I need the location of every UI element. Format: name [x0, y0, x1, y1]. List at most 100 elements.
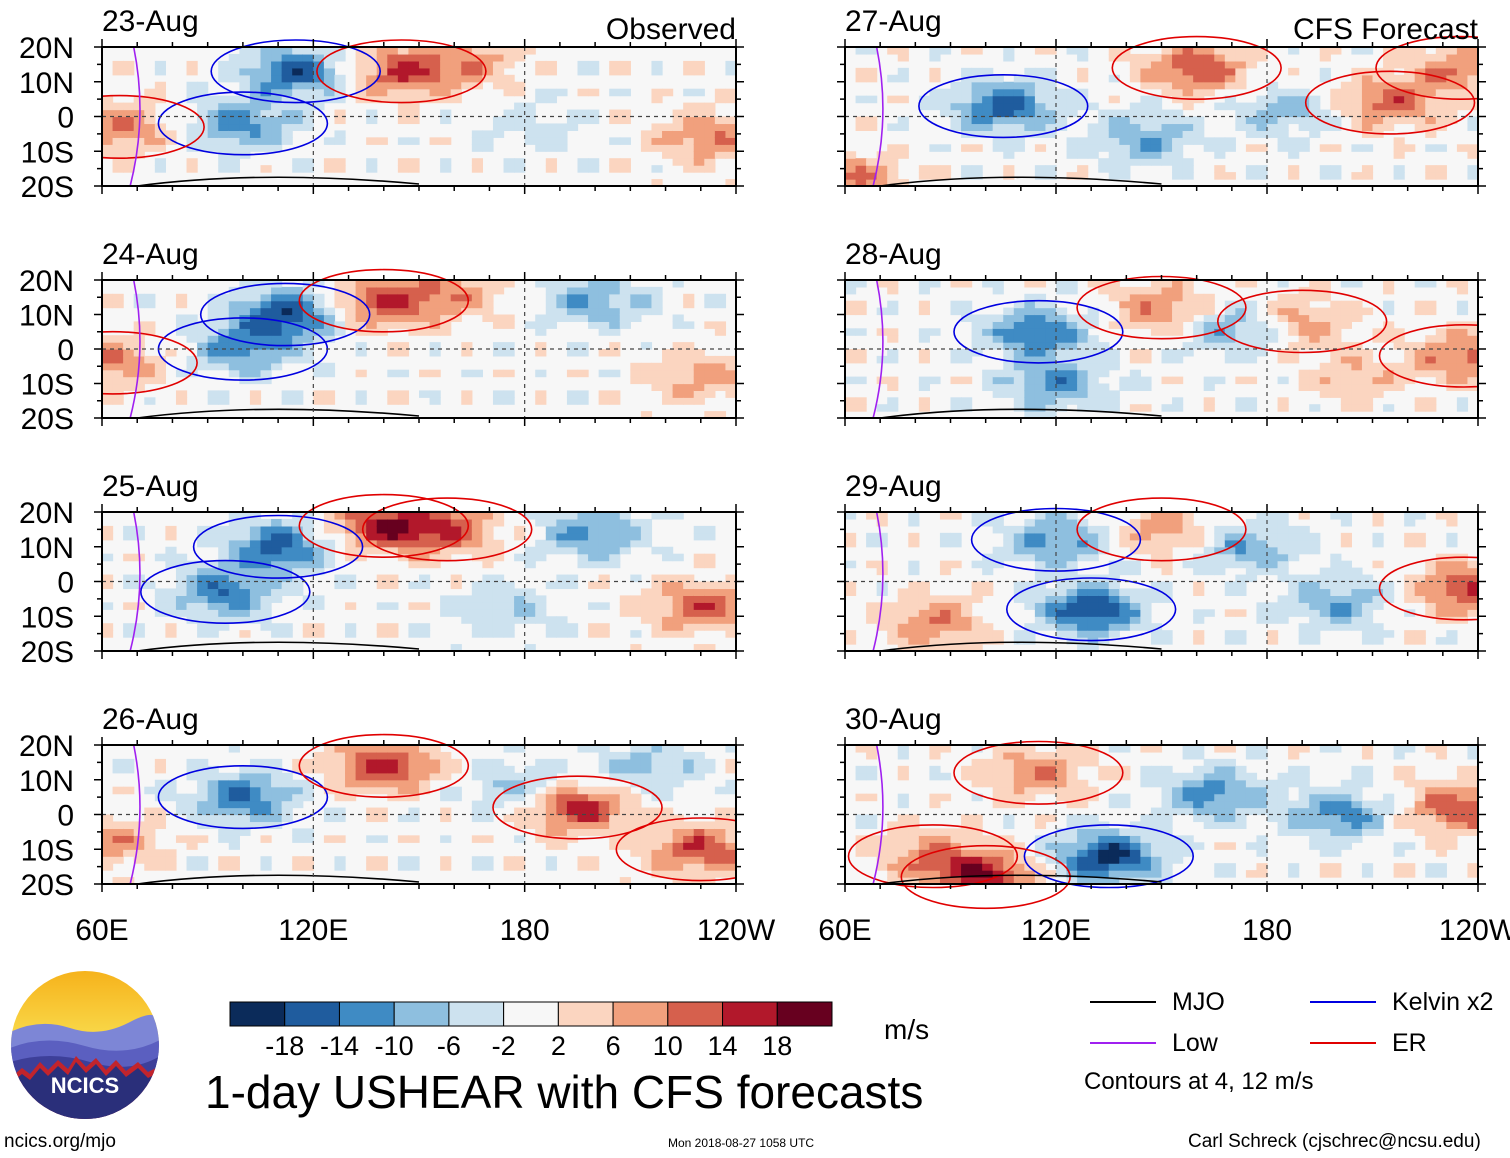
field-cell	[725, 95, 737, 104]
contour-er	[298, 268, 470, 333]
field-cell	[630, 772, 642, 781]
field-cell	[144, 328, 156, 336]
field-cell	[313, 328, 325, 336]
field-cell	[1119, 314, 1131, 322]
field-cell	[992, 321, 1004, 329]
field-cell	[577, 863, 589, 871]
field-cell	[1077, 390, 1089, 398]
field-cell	[609, 397, 621, 405]
field-cell	[982, 88, 994, 97]
field-cell	[471, 595, 483, 603]
field-cell	[1245, 144, 1258, 152]
field-cell	[725, 151, 737, 159]
field-cell	[450, 67, 462, 76]
field-cell	[419, 321, 431, 329]
field-cell	[302, 123, 314, 131]
field-cell	[102, 300, 114, 309]
field-cell	[228, 616, 240, 624]
field-cell	[1446, 588, 1458, 596]
field-cell	[1456, 397, 1469, 405]
field-cell	[556, 814, 568, 823]
field-cell	[102, 355, 114, 364]
field-cell	[292, 560, 304, 569]
field-cell	[662, 779, 674, 788]
field-cell	[323, 60, 336, 69]
field-cell	[281, 553, 293, 562]
field-cell	[918, 300, 930, 309]
field-cell	[123, 335, 135, 343]
field-cell	[260, 116, 272, 125]
field-cell	[704, 609, 716, 617]
field-cell	[218, 821, 230, 829]
field-cell	[186, 355, 198, 364]
field-cell	[1456, 595, 1469, 603]
field-cell	[461, 53, 473, 62]
field-cell	[334, 53, 346, 62]
field-cell	[683, 588, 695, 596]
field-cell	[887, 623, 899, 631]
field-cell	[376, 280, 388, 288]
field-cell	[1193, 588, 1205, 596]
field-cell	[1003, 165, 1015, 173]
field-cell	[1150, 595, 1163, 603]
field-cell	[408, 328, 420, 336]
field-cell	[1182, 137, 1194, 145]
field-cell	[228, 144, 240, 152]
field-cell	[1383, 328, 1395, 336]
field-cell	[1003, 172, 1015, 180]
field-cell	[1077, 602, 1089, 610]
field-cell	[866, 74, 878, 83]
field-cell	[186, 574, 198, 583]
field-cell	[1224, 314, 1236, 322]
field-cell	[228, 546, 240, 555]
field-cell	[197, 609, 209, 617]
field-cell	[397, 835, 410, 843]
field-cell	[971, 814, 983, 823]
field-cell	[112, 116, 124, 125]
field-cell	[228, 60, 240, 69]
field-cell	[845, 286, 857, 295]
field-cell	[102, 574, 114, 583]
field-cell	[1140, 130, 1152, 138]
field-cell	[1024, 779, 1036, 788]
field-cell	[1193, 88, 1205, 97]
field-cell	[355, 307, 367, 316]
field-cell	[845, 581, 857, 590]
field-cell	[1361, 588, 1374, 596]
field-cell	[1150, 130, 1163, 138]
field-cell	[1256, 165, 1268, 173]
field-cell	[165, 849, 177, 857]
field-cell	[714, 321, 727, 329]
field-cell	[1456, 376, 1469, 385]
field-cell	[1319, 616, 1331, 624]
field-cell	[249, 286, 262, 295]
field-cell	[1129, 109, 1141, 118]
field-cell	[887, 355, 899, 364]
field-cell	[471, 609, 483, 617]
field-cell	[524, 616, 536, 624]
field-cell	[334, 109, 346, 118]
field-cell	[1034, 512, 1047, 520]
field-cell	[207, 144, 219, 152]
field-cell	[640, 828, 653, 836]
field-cell	[1108, 158, 1120, 166]
field-cell	[376, 779, 388, 788]
field-cell	[1425, 53, 1437, 62]
field-cell	[260, 539, 272, 548]
field-cell	[1024, 123, 1036, 131]
field-cell	[1108, 623, 1120, 631]
field-cell	[271, 95, 283, 104]
field-cell	[1224, 60, 1236, 69]
field-cell	[271, 560, 283, 569]
field-cell	[1267, 553, 1279, 562]
field-cell	[1203, 567, 1215, 576]
field-cell	[302, 863, 314, 871]
field-cell	[887, 286, 899, 295]
field-cell	[714, 870, 727, 878]
field-cell	[630, 828, 642, 836]
field-cell	[1319, 342, 1331, 350]
field-cell	[249, 532, 262, 541]
field-cell	[429, 532, 441, 541]
field-cell	[1161, 553, 1173, 562]
field-cell	[566, 630, 579, 638]
